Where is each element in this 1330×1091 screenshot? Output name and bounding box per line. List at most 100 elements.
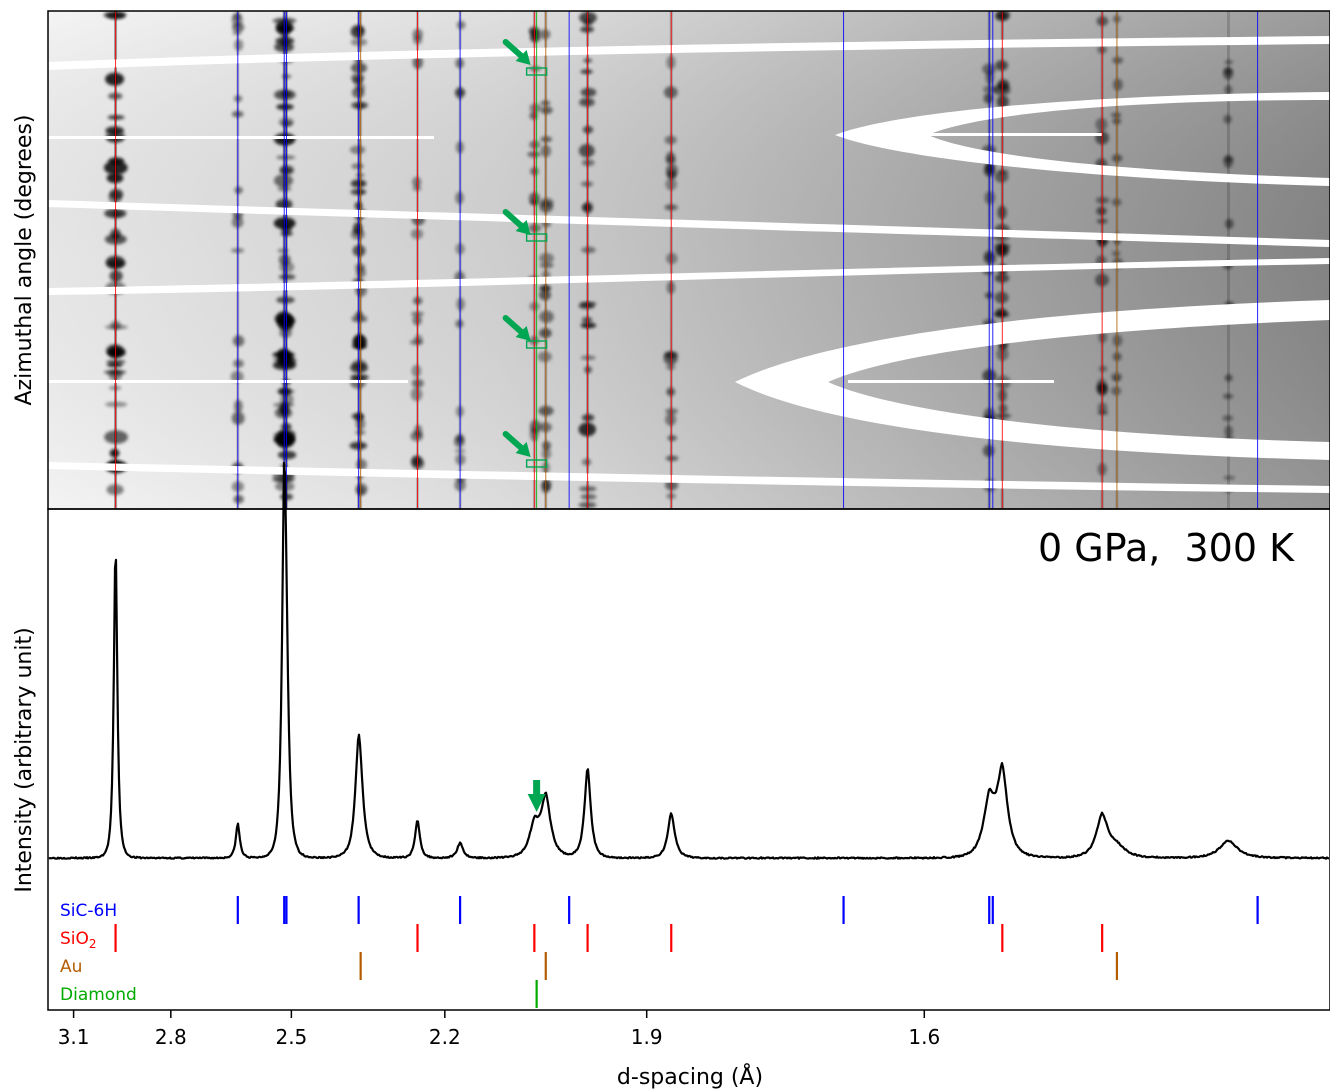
diffraction-spot (1096, 206, 1107, 216)
diffraction-spot (1112, 250, 1121, 257)
diffraction-spot (104, 430, 128, 444)
diffraction-spot (1112, 57, 1124, 64)
diffraction-spot (277, 359, 295, 364)
diffraction-spot (983, 252, 997, 265)
diffraction-spot (276, 296, 295, 304)
diffraction-spot (410, 431, 424, 442)
diffraction-spot (666, 252, 678, 265)
diamond-peak-arrow (527, 780, 546, 812)
diffraction-spot (541, 447, 552, 460)
diffraction-spot (666, 363, 676, 371)
diffraction-spot (455, 319, 464, 328)
diffraction-spot (998, 403, 1008, 414)
diffraction-spot (540, 106, 553, 115)
detector-gap-3 (48, 258, 1330, 295)
bottom-panel-frame (47, 508, 1330, 1011)
diffraction-spot (1224, 374, 1233, 382)
diffraction-spot (580, 493, 597, 500)
diffraction-spot (276, 389, 296, 394)
diffraction-spot (349, 145, 366, 155)
diamond-box (525, 67, 548, 76)
diffraction-spot (1110, 386, 1122, 396)
diffraction-spot (234, 39, 244, 51)
arrow-shaft (533, 780, 541, 794)
diffraction-spot (580, 355, 596, 361)
diffraction-spot (579, 97, 595, 106)
detector-gap-4 (48, 462, 1330, 493)
diffraction-spot (539, 253, 554, 264)
detector-gap-6 (735, 300, 1330, 460)
phase-tick-rows: SiC-6H SiO2 Au Diamond (60, 896, 1259, 1008)
diffraction-spot (456, 20, 466, 30)
streak-line (1226, 11, 1230, 509)
diffraction-spot (106, 362, 123, 368)
diffraction-spot (109, 270, 123, 282)
diffraction-spot (1223, 114, 1232, 124)
diffraction-spot (983, 444, 995, 457)
diffraction-spot (994, 171, 1009, 183)
diffraction-spot (105, 325, 128, 330)
diffraction-spot (410, 228, 424, 240)
diffraction-spot (581, 323, 596, 328)
diffraction-image-panel (48, 11, 1330, 509)
phase-label: Au (60, 957, 82, 977)
diffraction-spot (997, 169, 1009, 174)
x-tick-label: 1.9 (631, 1025, 663, 1049)
x-tick-label: 2.8 (155, 1025, 187, 1049)
diffraction-spot (995, 308, 1008, 317)
diffraction-spot (353, 222, 363, 235)
diffraction-spot (412, 185, 422, 192)
phase-reference-lines (115, 11, 1259, 509)
diffraction-spot (542, 441, 551, 450)
diffraction-spot (983, 93, 994, 104)
diffraction-spot (664, 135, 677, 145)
diffraction-spot (665, 163, 678, 178)
diffraction-spot (278, 318, 296, 324)
diffraction-spot (1224, 425, 1234, 438)
diffraction-spot (105, 72, 125, 86)
diffraction-spot (232, 335, 245, 347)
diffraction-spot (411, 364, 422, 378)
diffraction-spot (281, 34, 289, 47)
diffraction-spot (994, 413, 1012, 418)
diffraction-spot (529, 103, 542, 113)
diffraction-spot (412, 176, 422, 188)
diffraction-spot (581, 458, 592, 466)
diffraction-spot (277, 450, 297, 460)
detector-gap-1 (48, 36, 1330, 70)
diffraction-spot (1224, 59, 1233, 65)
diamond-arrow (502, 39, 548, 76)
diffraction-spot (1095, 117, 1108, 132)
horizontal-gap-a (48, 136, 434, 139)
diffraction-spot (1222, 415, 1234, 422)
diffraction-spot (1112, 78, 1123, 91)
bottom-y-axis-label: Intensity (arbitrary unit) (12, 627, 37, 892)
x-tick-label: 2.5 (275, 1025, 307, 1049)
diffraction-spot (355, 173, 365, 178)
diffraction-spot (529, 66, 542, 72)
diffraction-spot (276, 155, 296, 160)
diffraction-spot (350, 374, 369, 381)
horizontal-gap-b (928, 133, 1102, 136)
phase-label: SiO2 (60, 929, 97, 951)
diffraction-spot (994, 291, 1009, 304)
diffraction-spot (277, 26, 295, 32)
diffraction-spot (274, 174, 293, 188)
diffraction-spot (233, 12, 241, 22)
diffraction-spot (109, 345, 121, 359)
diffraction-spot (278, 274, 296, 280)
diffraction-spot (539, 262, 554, 269)
diffraction-spot (105, 401, 128, 407)
detector-gap-2 (48, 200, 1330, 247)
x-axis-label: d-spacing (Å) (617, 1063, 763, 1090)
diffraction-spot (578, 303, 595, 309)
diffraction-spot (1112, 334, 1123, 347)
diffraction-spot (580, 69, 593, 75)
diffraction-spot (539, 289, 551, 301)
diffraction-spot (581, 181, 593, 187)
diffraction-spot (984, 191, 996, 205)
diffraction-spot (541, 478, 552, 491)
diffraction-spot (356, 459, 367, 471)
diffraction-spot (665, 413, 677, 426)
